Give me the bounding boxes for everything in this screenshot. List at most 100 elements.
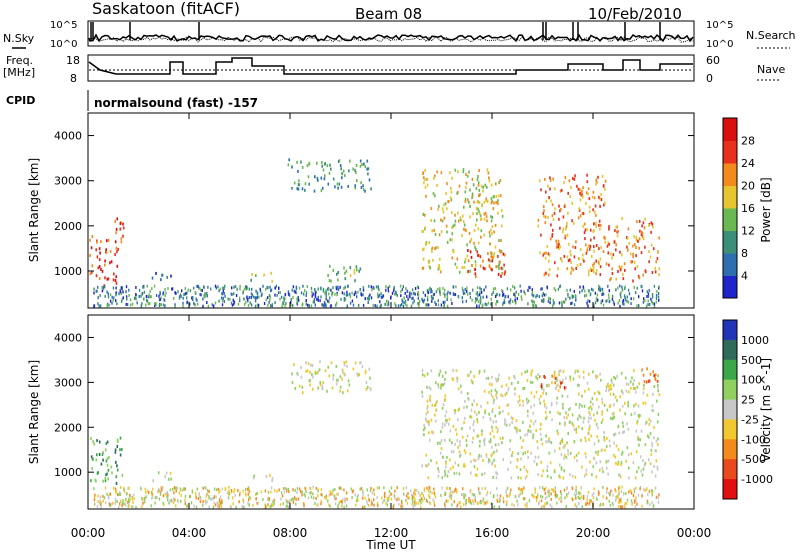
heatmap-cell xyxy=(317,386,319,390)
heatmap-cell xyxy=(398,498,400,501)
y-tick-label: 3000 xyxy=(54,175,82,188)
heatmap-cell xyxy=(199,292,201,296)
heatmap-cell xyxy=(496,300,499,304)
heatmap-cell xyxy=(190,501,193,505)
heatmap-cell xyxy=(573,492,576,496)
heatmap-cell xyxy=(297,373,299,377)
heatmap-cell xyxy=(146,298,148,302)
heatmap-cell xyxy=(422,291,425,295)
heatmap-cell xyxy=(541,495,544,499)
heatmap-cell xyxy=(621,450,624,454)
heatmap-cell xyxy=(247,486,250,490)
heatmap-cell xyxy=(255,289,257,293)
heatmap-cell xyxy=(259,289,262,293)
heatmap-cell xyxy=(445,461,447,465)
heatmap-cell xyxy=(305,291,308,295)
heatmap-cell xyxy=(93,487,95,491)
heatmap-cell xyxy=(484,211,487,215)
heatmap-cell xyxy=(624,412,626,416)
heatmap-cell xyxy=(565,224,568,228)
heatmap-cell xyxy=(316,161,318,165)
heatmap-cell xyxy=(595,182,597,186)
heatmap-cell xyxy=(164,492,166,496)
heatmap-cell xyxy=(117,493,119,497)
heatmap-cell xyxy=(599,468,601,472)
heatmap-cell xyxy=(470,471,472,475)
heatmap-cell xyxy=(464,228,467,232)
heatmap-cell xyxy=(100,240,102,244)
heatmap-cell xyxy=(424,426,426,430)
heatmap-cell xyxy=(584,452,587,456)
heatmap-cell xyxy=(324,174,326,178)
heatmap-cell xyxy=(335,303,337,307)
heatmap-cell xyxy=(174,304,176,308)
heatmap-cell xyxy=(307,362,310,366)
heatmap-cell xyxy=(597,175,599,179)
heatmap-cell xyxy=(449,491,451,495)
heatmap-cell xyxy=(133,493,135,497)
heatmap-cell xyxy=(411,497,413,501)
heatmap-cell xyxy=(614,377,617,380)
heatmap-cell xyxy=(617,493,620,497)
heatmap-cell xyxy=(354,361,357,365)
heatmap-cell xyxy=(590,255,593,258)
heatmap-cell xyxy=(174,498,176,502)
heatmap-cell xyxy=(647,294,650,298)
heatmap-cell xyxy=(590,416,592,420)
heatmap-cell xyxy=(114,240,117,244)
heatmap-cell xyxy=(332,177,335,181)
heatmap-cell xyxy=(105,473,107,477)
heatmap-cell xyxy=(477,300,480,304)
heatmap-cell xyxy=(544,403,546,406)
heatmap-cell xyxy=(581,404,583,408)
heatmap-cell xyxy=(506,287,509,291)
heatmap-cell xyxy=(518,398,521,402)
heatmap-cell xyxy=(319,383,322,387)
heatmap-cell xyxy=(500,209,503,213)
heatmap-cell xyxy=(630,452,632,456)
heatmap-cell xyxy=(635,246,637,249)
heatmap-cell xyxy=(483,471,486,475)
heatmap-cell xyxy=(595,422,598,426)
heatmap-cell xyxy=(396,486,398,490)
heatmap-cell xyxy=(643,463,646,467)
heatmap-cell xyxy=(554,449,556,453)
heatmap-cell xyxy=(360,487,363,491)
heatmap-cell xyxy=(189,289,192,293)
heatmap-cell xyxy=(456,503,459,507)
heatmap-cell xyxy=(221,499,223,503)
heatmap-cell xyxy=(589,424,591,428)
heatmap-cell xyxy=(491,429,494,433)
heatmap-cell xyxy=(446,207,448,211)
heatmap-cell xyxy=(593,236,595,240)
heatmap-cell xyxy=(268,294,271,297)
heatmap-cell xyxy=(425,453,428,457)
heatmap-cell xyxy=(547,383,549,387)
heatmap-cell xyxy=(541,294,543,298)
heatmap-cell xyxy=(425,303,427,307)
heatmap-cell xyxy=(491,199,493,203)
heatmap-cell xyxy=(575,453,578,457)
heatmap-cell xyxy=(264,505,267,509)
heatmap-cell xyxy=(594,221,597,225)
heatmap-cell xyxy=(310,495,313,499)
heatmap-cell xyxy=(103,285,106,289)
y-tick-label: 2000 xyxy=(54,220,82,233)
heatmap-cell xyxy=(178,491,181,495)
heatmap-cell xyxy=(507,403,510,407)
heatmap-cell xyxy=(485,501,487,505)
heatmap-cell xyxy=(96,255,99,259)
heatmap-cell xyxy=(129,298,132,302)
heatmap-cell xyxy=(329,264,331,268)
heatmap-cell xyxy=(433,219,436,223)
heatmap-cell xyxy=(469,452,472,456)
colorbar-segment xyxy=(723,185,737,209)
heatmap-cell xyxy=(569,406,572,410)
heatmap-cell xyxy=(452,368,454,372)
heatmap-cell xyxy=(250,292,253,296)
heatmap-cell xyxy=(464,291,466,295)
heatmap-cell xyxy=(125,285,128,289)
heatmap-cell xyxy=(506,486,509,490)
heatmap-cell xyxy=(200,288,202,292)
heatmap-cell xyxy=(550,476,552,480)
